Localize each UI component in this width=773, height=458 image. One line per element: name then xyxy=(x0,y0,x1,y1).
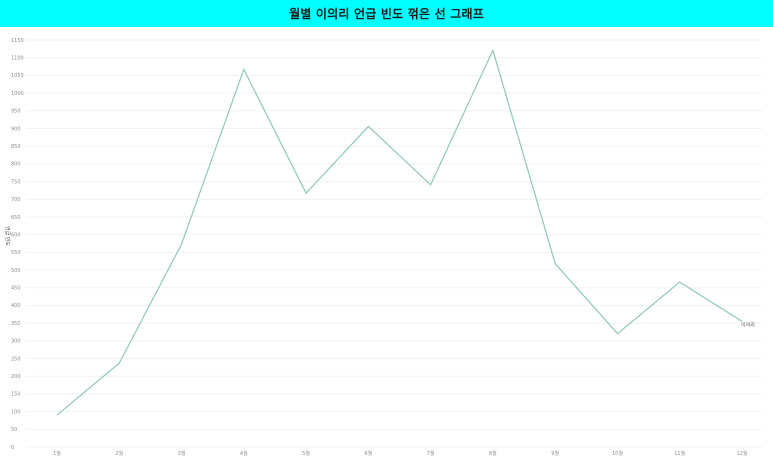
y-tick-label: 600 xyxy=(11,232,21,238)
title-bar: 월별 이의리 언급 빈도 꺾은 선 그래프 xyxy=(0,0,773,27)
x-axis-ticks: 1월 2월 3월 4월 5월 6월 7월 8월 9월 10월 11월 12월 xyxy=(53,450,748,457)
y-tick-label: 200 xyxy=(11,374,21,380)
y-axis-ticks: 0 50 100 150 200 250 300 350 400 450 500 550 600 650 7… xyxy=(11,38,24,451)
y-tick-label: 1050 xyxy=(11,73,24,79)
x-tick-label: 7월 xyxy=(427,450,435,457)
x-tick-label: 2월 xyxy=(115,450,123,457)
y-tick-label: 500 xyxy=(11,268,21,274)
y-tick-label: 850 xyxy=(11,144,21,150)
data-point[interactable] xyxy=(118,362,121,365)
data-point[interactable] xyxy=(242,68,245,71)
data-point[interactable] xyxy=(367,125,370,128)
y-tick-label: 1000 xyxy=(11,91,24,97)
x-tick-label: 10월 xyxy=(612,450,623,457)
y-tick-label: 0 xyxy=(11,445,14,451)
data-point[interactable] xyxy=(554,262,557,265)
x-tick-label: 9월 xyxy=(551,450,559,457)
y-tick-label: 450 xyxy=(11,286,21,292)
y-tick-label: 1150 xyxy=(11,38,24,44)
chart-title: 월별 이의리 언급 빈도 꺾은 선 그래프 xyxy=(289,7,484,21)
x-tick-label: 8월 xyxy=(489,450,497,457)
x-tick-label: 4월 xyxy=(240,450,248,457)
x-tick-label: 6월 xyxy=(364,450,372,457)
x-tick-label: 12월 xyxy=(737,450,748,457)
y-tick-label: 150 xyxy=(11,392,21,398)
series-label: 이의리 xyxy=(741,321,755,328)
series-line xyxy=(56,48,743,416)
data-point[interactable] xyxy=(55,414,58,417)
y-tick-label: 250 xyxy=(11,356,21,362)
data-point[interactable] xyxy=(304,192,307,195)
data-point[interactable] xyxy=(678,280,681,283)
y-tick-label: 750 xyxy=(11,179,21,185)
y-tick-label: 800 xyxy=(11,162,21,168)
data-point[interactable] xyxy=(616,332,619,335)
y-tick-label: 400 xyxy=(11,303,21,309)
y-tick-label: 1100 xyxy=(11,55,24,61)
y-axis-label: 언급 빈도 xyxy=(4,226,11,246)
y-tick-label: 100 xyxy=(11,409,21,415)
y-tick-label: 350 xyxy=(11,321,21,327)
data-point[interactable] xyxy=(180,243,183,246)
y-tick-label: 650 xyxy=(11,215,21,221)
y-tick-label: 950 xyxy=(11,109,21,115)
gridlines xyxy=(26,39,762,448)
series-layer: 이의리 xyxy=(55,48,755,417)
x-tick-label: 5월 xyxy=(302,450,310,457)
data-point[interactable] xyxy=(491,49,494,52)
y-tick-label: 50 xyxy=(11,427,17,433)
y-tick-label: 550 xyxy=(11,250,21,256)
x-tick-label: 3월 xyxy=(178,450,186,457)
y-tick-label: 300 xyxy=(11,339,21,345)
data-point[interactable] xyxy=(429,183,432,186)
x-tick-label: 11월 xyxy=(674,450,685,457)
y-tick-label: 700 xyxy=(11,197,21,203)
x-tick-label: 1월 xyxy=(53,450,61,457)
y-tick-label: 900 xyxy=(11,126,21,132)
